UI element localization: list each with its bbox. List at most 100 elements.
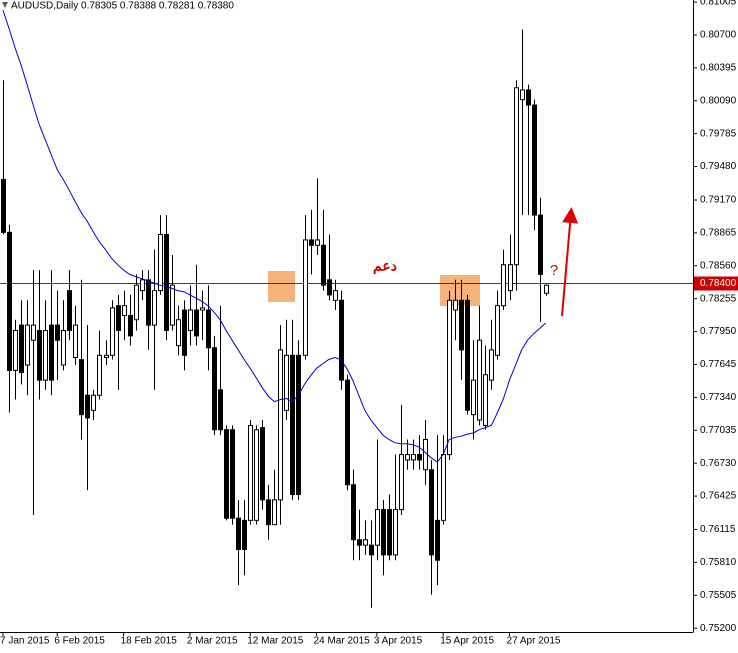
candle-body-bear	[369, 544, 374, 556]
candle-body-bull	[176, 319, 181, 347]
candle-body-bear	[218, 389, 223, 431]
candle-body-bull	[483, 374, 488, 426]
y-tick-label: 0.77645	[700, 359, 737, 370]
symbol-icon	[2, 2, 8, 8]
candle-body-bear	[417, 454, 422, 461]
y-tick-label: 0.78865	[700, 228, 737, 239]
candle-body-bear	[321, 244, 326, 286]
candle-body-bear	[49, 324, 54, 381]
y-tick-label: 0.80090	[700, 95, 737, 106]
candle-body-bear	[290, 354, 295, 495]
x-tick-label: 15 Apr 2015	[440, 636, 494, 647]
candle-body-bull	[453, 299, 458, 311]
candle-body-bull	[170, 284, 175, 326]
candle-body-bull	[254, 429, 259, 521]
candle-body-bull	[520, 89, 525, 101]
candle-body-bear	[164, 234, 169, 332]
candle-body-bear	[236, 517, 241, 550]
x-tick-label: 24 Mar 2015	[314, 636, 371, 647]
candle-body-bear	[465, 299, 470, 411]
candle-body-bear	[339, 299, 344, 381]
x-tick-label: 18 Feb 2015	[121, 636, 178, 647]
candle-body-bear	[55, 324, 60, 341]
candle-body-bull	[43, 330, 48, 381]
candle-body-bull	[477, 339, 482, 421]
candle-body-bull	[152, 290, 157, 326]
x-tick-label: 3 Apr 2015	[374, 636, 423, 647]
y-tick-label: 0.76425	[700, 491, 737, 502]
candle-body-bull	[405, 454, 410, 461]
x-tick-label: 6 Feb 2015	[54, 636, 105, 647]
candle-body-bull	[399, 454, 404, 511]
candle-body-bull	[411, 454, 416, 461]
candle-body-bear	[212, 347, 217, 431]
candle-body-bull	[122, 305, 127, 316]
x-tick-label: 7 Jan 2015	[0, 636, 50, 647]
candle-body-bear	[266, 499, 271, 526]
candle-body-bull	[489, 349, 494, 381]
y-tick-label: 0.77035	[700, 425, 737, 436]
y-tick-label: 0.75810	[700, 557, 737, 568]
candle-body-bull	[471, 379, 476, 416]
candle-body-bear	[387, 509, 392, 556]
candle-body-bull	[447, 299, 452, 456]
level-label: 0.78400	[700, 278, 737, 289]
y-tick-label: 0.81005	[700, 0, 737, 8]
candle-body-bear	[79, 359, 84, 416]
candle-body-bear	[538, 214, 543, 275]
y-tick-label: 0.80700	[700, 30, 737, 41]
candle-body-bear	[85, 394, 90, 419]
x-tick-label: 2 Mar 2015	[187, 636, 238, 647]
candle-body-bear	[435, 519, 440, 561]
candle-body-bull	[508, 264, 513, 292]
annotation-text: دعم	[373, 258, 397, 275]
candle-body-bull	[501, 264, 506, 307]
candle-body-bear	[182, 309, 187, 356]
candle-body-bull	[104, 354, 109, 358]
candle-body-bear	[242, 519, 247, 550]
candle-body-bear	[67, 290, 72, 332]
candle-body-bull	[303, 239, 308, 356]
candle-body-bear	[260, 427, 265, 501]
support-box	[268, 271, 295, 302]
candle-body-bear	[381, 509, 386, 556]
candle-body-bull	[73, 324, 78, 358]
candle-body-bull	[514, 87, 519, 266]
annotation-text: ?	[550, 262, 558, 279]
x-tick-label: 12 Mar 2015	[247, 636, 304, 647]
candle-body-bull	[544, 284, 549, 294]
y-tick-label: 0.75200	[700, 623, 737, 634]
candle-body-bear	[296, 354, 301, 495]
y-tick-label: 0.77340	[700, 392, 737, 403]
y-tick-label: 0.79480	[700, 161, 737, 172]
level-label-box	[694, 276, 738, 291]
candle-body-bull	[284, 354, 289, 411]
candle-body-bear	[526, 89, 531, 106]
y-tick-label: 0.75505	[700, 590, 737, 601]
candle-body-bull	[278, 349, 283, 501]
candle-body-bear	[230, 429, 235, 519]
candle-body-bear	[459, 299, 464, 351]
y-tick-label: 0.77950	[700, 326, 737, 337]
y-tick-label: 0.76115	[700, 524, 736, 535]
candle-body-bear	[1, 178, 6, 233]
candle-body-bear	[128, 314, 133, 337]
candle-body-bull	[272, 499, 277, 526]
chart-title: AUDUSD,Daily 0.78305 0.78388 0.78281 0.7…	[11, 1, 234, 12]
candle-body-bear	[116, 305, 121, 332]
candle-body-bear	[206, 309, 211, 349]
candle-body-bull	[25, 324, 30, 366]
candle-body-bear	[37, 330, 42, 381]
candle-body-bull	[441, 454, 446, 521]
candle-body-bear	[345, 379, 350, 486]
candle-body-bear	[357, 539, 362, 546]
candle-body-bull	[188, 309, 193, 332]
y-tick-label: 0.79785	[700, 128, 737, 139]
y-tick-label: 0.80395	[700, 62, 737, 73]
candle-body-bull	[200, 307, 205, 311]
candle-body-bull	[91, 394, 96, 411]
moving-average	[2, 9, 547, 463]
candle-body-bull	[61, 330, 66, 366]
candle-body-bull	[134, 284, 139, 321]
